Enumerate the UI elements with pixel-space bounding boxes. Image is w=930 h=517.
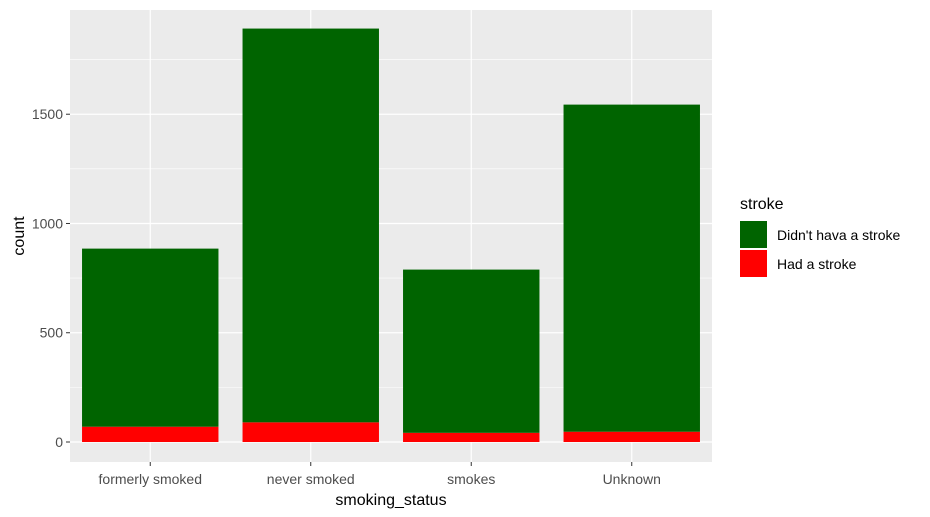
bar-didn-t-hava-a-stroke xyxy=(242,28,379,423)
bars xyxy=(82,28,700,442)
y-tick-label: 500 xyxy=(40,325,64,341)
bar-had-a-stroke xyxy=(242,422,379,442)
y-tick-label: 0 xyxy=(55,434,63,450)
bar-didn-t-hava-a-stroke xyxy=(82,248,219,427)
x-tick-label: smokes xyxy=(447,471,495,487)
y-axis-ticks: 0 500 1000 1500 xyxy=(32,106,70,450)
x-tick-label: Unknown xyxy=(603,471,661,487)
legend-label: Didn't hava a stroke xyxy=(777,227,901,243)
bar-had-a-stroke xyxy=(403,432,540,442)
y-tick-label: 1000 xyxy=(32,215,63,231)
bar-didn-t-hava-a-stroke xyxy=(563,104,700,432)
legend-label: Had a stroke xyxy=(777,256,857,272)
legend: stroke Didn't hava a stroke Had a stroke xyxy=(740,196,901,277)
legend-key xyxy=(740,221,767,248)
legend-key xyxy=(740,250,767,277)
bar-had-a-stroke xyxy=(82,426,219,442)
x-axis-title: smoking_status xyxy=(335,492,446,509)
x-axis-ticks: formerly smoked never smoked smokes Unknown xyxy=(99,462,661,487)
y-axis-title: count xyxy=(11,216,28,256)
x-tick-label: never smoked xyxy=(267,471,355,487)
legend-title: stroke xyxy=(740,196,784,213)
y-tick-label: 1500 xyxy=(32,106,63,122)
bar-didn-t-hava-a-stroke xyxy=(403,269,540,433)
x-tick-label: formerly smoked xyxy=(99,471,202,487)
bar-had-a-stroke xyxy=(563,431,700,442)
